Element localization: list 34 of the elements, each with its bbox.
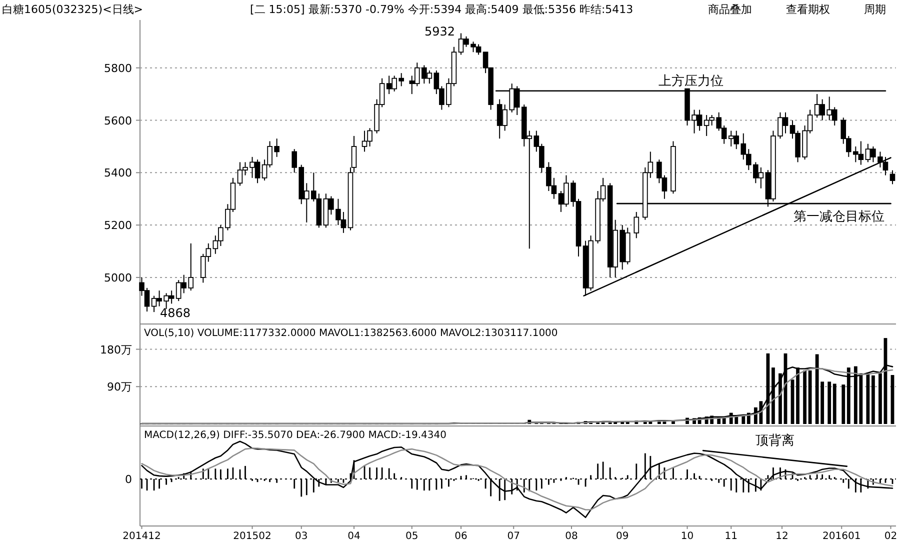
ref-line-label: 0	[125, 473, 132, 486]
text: 商品叠加	[708, 3, 752, 16]
x-tick-label: 201412	[122, 531, 161, 542]
x-tick-label: 06	[454, 531, 468, 542]
chart-title: 白糖1605(032325)<日线>	[2, 3, 144, 16]
x-tick-label: 201502	[233, 531, 272, 542]
annotation: 4868	[160, 306, 191, 320]
y-tick-label: 180万	[100, 343, 132, 356]
y-tick-label: 5600	[104, 114, 132, 128]
text: MACD(12,26,9) DIFF:-35.5070 DEA:-26.7900 MACD:-19.4340	[144, 430, 447, 441]
annotation: 顶背离	[755, 432, 794, 449]
x-tick-label: 09	[616, 531, 629, 542]
annotation: 上方压力位	[658, 72, 724, 89]
y-tick-label: 5000	[104, 271, 132, 284]
x-tick-label: 02	[884, 531, 898, 542]
x-tick-label: 03	[295, 531, 308, 542]
y-tick-label: 5800	[104, 62, 132, 75]
x-tick-label: 08	[565, 531, 578, 542]
x-tick-label: 12	[776, 531, 788, 542]
y-tick-label: 5400	[104, 166, 132, 180]
chart-subtitle: [二 15:05] 最新:5370 -0.79% 今开:5394 最高:5409 最低:5356 昨结:5413	[250, 3, 634, 16]
annotation: 5932	[424, 24, 455, 38]
x-tick-label: 10	[680, 531, 694, 542]
annotation: VOL(5,10) VOLUME:1177332.0000 MAVOL1:1382563.6000 MAVOL2:1303117.1000	[144, 328, 558, 339]
text: 周期	[864, 3, 886, 16]
text: 查看期权	[786, 3, 830, 16]
x-tick-label: 05	[406, 531, 418, 542]
x-tick-label: 11	[724, 531, 738, 542]
x-tick-label: 201601	[822, 531, 861, 542]
x-tick-label: 07	[507, 531, 520, 542]
x-tick-label: 04	[348, 531, 360, 542]
annotation: 第一减仓目标位	[794, 210, 885, 225]
y-tick-label: 5200	[104, 219, 132, 232]
y-tick-label: 90万	[107, 380, 132, 394]
